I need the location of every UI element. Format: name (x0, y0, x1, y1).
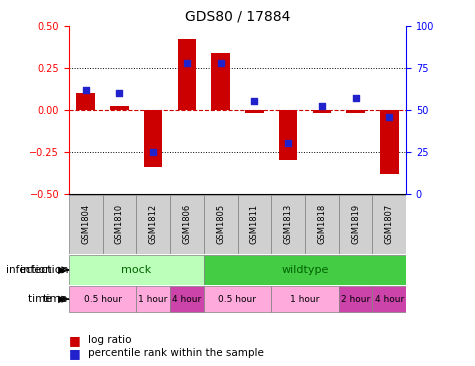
Bar (245, 110, 264, 113)
Point (352, 95, 360, 101)
FancyBboxPatch shape (238, 195, 271, 254)
FancyBboxPatch shape (69, 286, 136, 313)
FancyBboxPatch shape (69, 195, 103, 254)
Text: 4 hour: 4 hour (375, 295, 404, 304)
Point (149, 149, 157, 155)
FancyBboxPatch shape (204, 195, 238, 254)
Text: 2 hour: 2 hour (341, 295, 370, 304)
Text: infection: infection (19, 265, 68, 275)
FancyBboxPatch shape (204, 255, 406, 285)
Bar (313, 110, 331, 113)
FancyBboxPatch shape (136, 286, 170, 313)
Bar (279, 110, 297, 160)
Text: ■: ■ (69, 334, 81, 347)
Text: mock: mock (121, 265, 152, 275)
Text: GSM1819: GSM1819 (351, 204, 360, 244)
Point (82, 87, 89, 93)
Bar (211, 53, 230, 110)
Text: GSM1813: GSM1813 (284, 204, 293, 244)
FancyBboxPatch shape (170, 195, 204, 254)
Text: GSM1810: GSM1810 (115, 204, 124, 244)
FancyBboxPatch shape (204, 286, 271, 313)
Text: 0.5 hour: 0.5 hour (218, 295, 256, 304)
Text: 4 hour: 4 hour (172, 295, 201, 304)
Bar (178, 39, 196, 110)
Text: percentile rank within the sample: percentile rank within the sample (88, 348, 264, 358)
Text: GSM1811: GSM1811 (250, 204, 259, 244)
Text: infection  ▶: infection ▶ (6, 265, 66, 275)
Text: GSM1804: GSM1804 (81, 204, 90, 244)
FancyBboxPatch shape (339, 195, 372, 254)
FancyBboxPatch shape (103, 195, 136, 254)
Bar (144, 110, 162, 167)
Point (284, 141, 292, 146)
FancyBboxPatch shape (305, 195, 339, 254)
Bar (380, 110, 399, 174)
FancyBboxPatch shape (69, 255, 204, 285)
Title: GDS80 / 17884: GDS80 / 17884 (185, 9, 290, 23)
FancyBboxPatch shape (372, 195, 406, 254)
Text: 1 hour: 1 hour (139, 295, 168, 304)
Text: GSM1806: GSM1806 (182, 204, 191, 244)
Text: time: time (43, 294, 68, 304)
Point (251, 98, 258, 104)
Text: wildtype: wildtype (281, 265, 329, 275)
Text: time  ▶: time ▶ (28, 294, 66, 304)
FancyBboxPatch shape (271, 195, 305, 254)
Text: GSM1818: GSM1818 (317, 204, 326, 244)
Point (318, 104, 326, 109)
Text: 1 hour: 1 hour (290, 295, 320, 304)
Text: GSM1807: GSM1807 (385, 204, 394, 244)
Bar (110, 107, 129, 110)
FancyBboxPatch shape (339, 286, 372, 313)
Text: log ratio: log ratio (88, 335, 132, 346)
FancyBboxPatch shape (170, 286, 204, 313)
Text: 0.5 hour: 0.5 hour (84, 295, 122, 304)
Bar (346, 110, 365, 113)
Bar (76, 93, 95, 110)
Point (217, 60, 224, 66)
FancyBboxPatch shape (136, 195, 170, 254)
Text: GSM1805: GSM1805 (216, 204, 225, 244)
Point (183, 60, 191, 66)
Point (386, 113, 393, 119)
Point (116, 90, 124, 96)
FancyBboxPatch shape (372, 286, 406, 313)
Text: ■: ■ (69, 347, 81, 360)
FancyBboxPatch shape (271, 286, 339, 313)
Text: GSM1812: GSM1812 (149, 204, 158, 244)
